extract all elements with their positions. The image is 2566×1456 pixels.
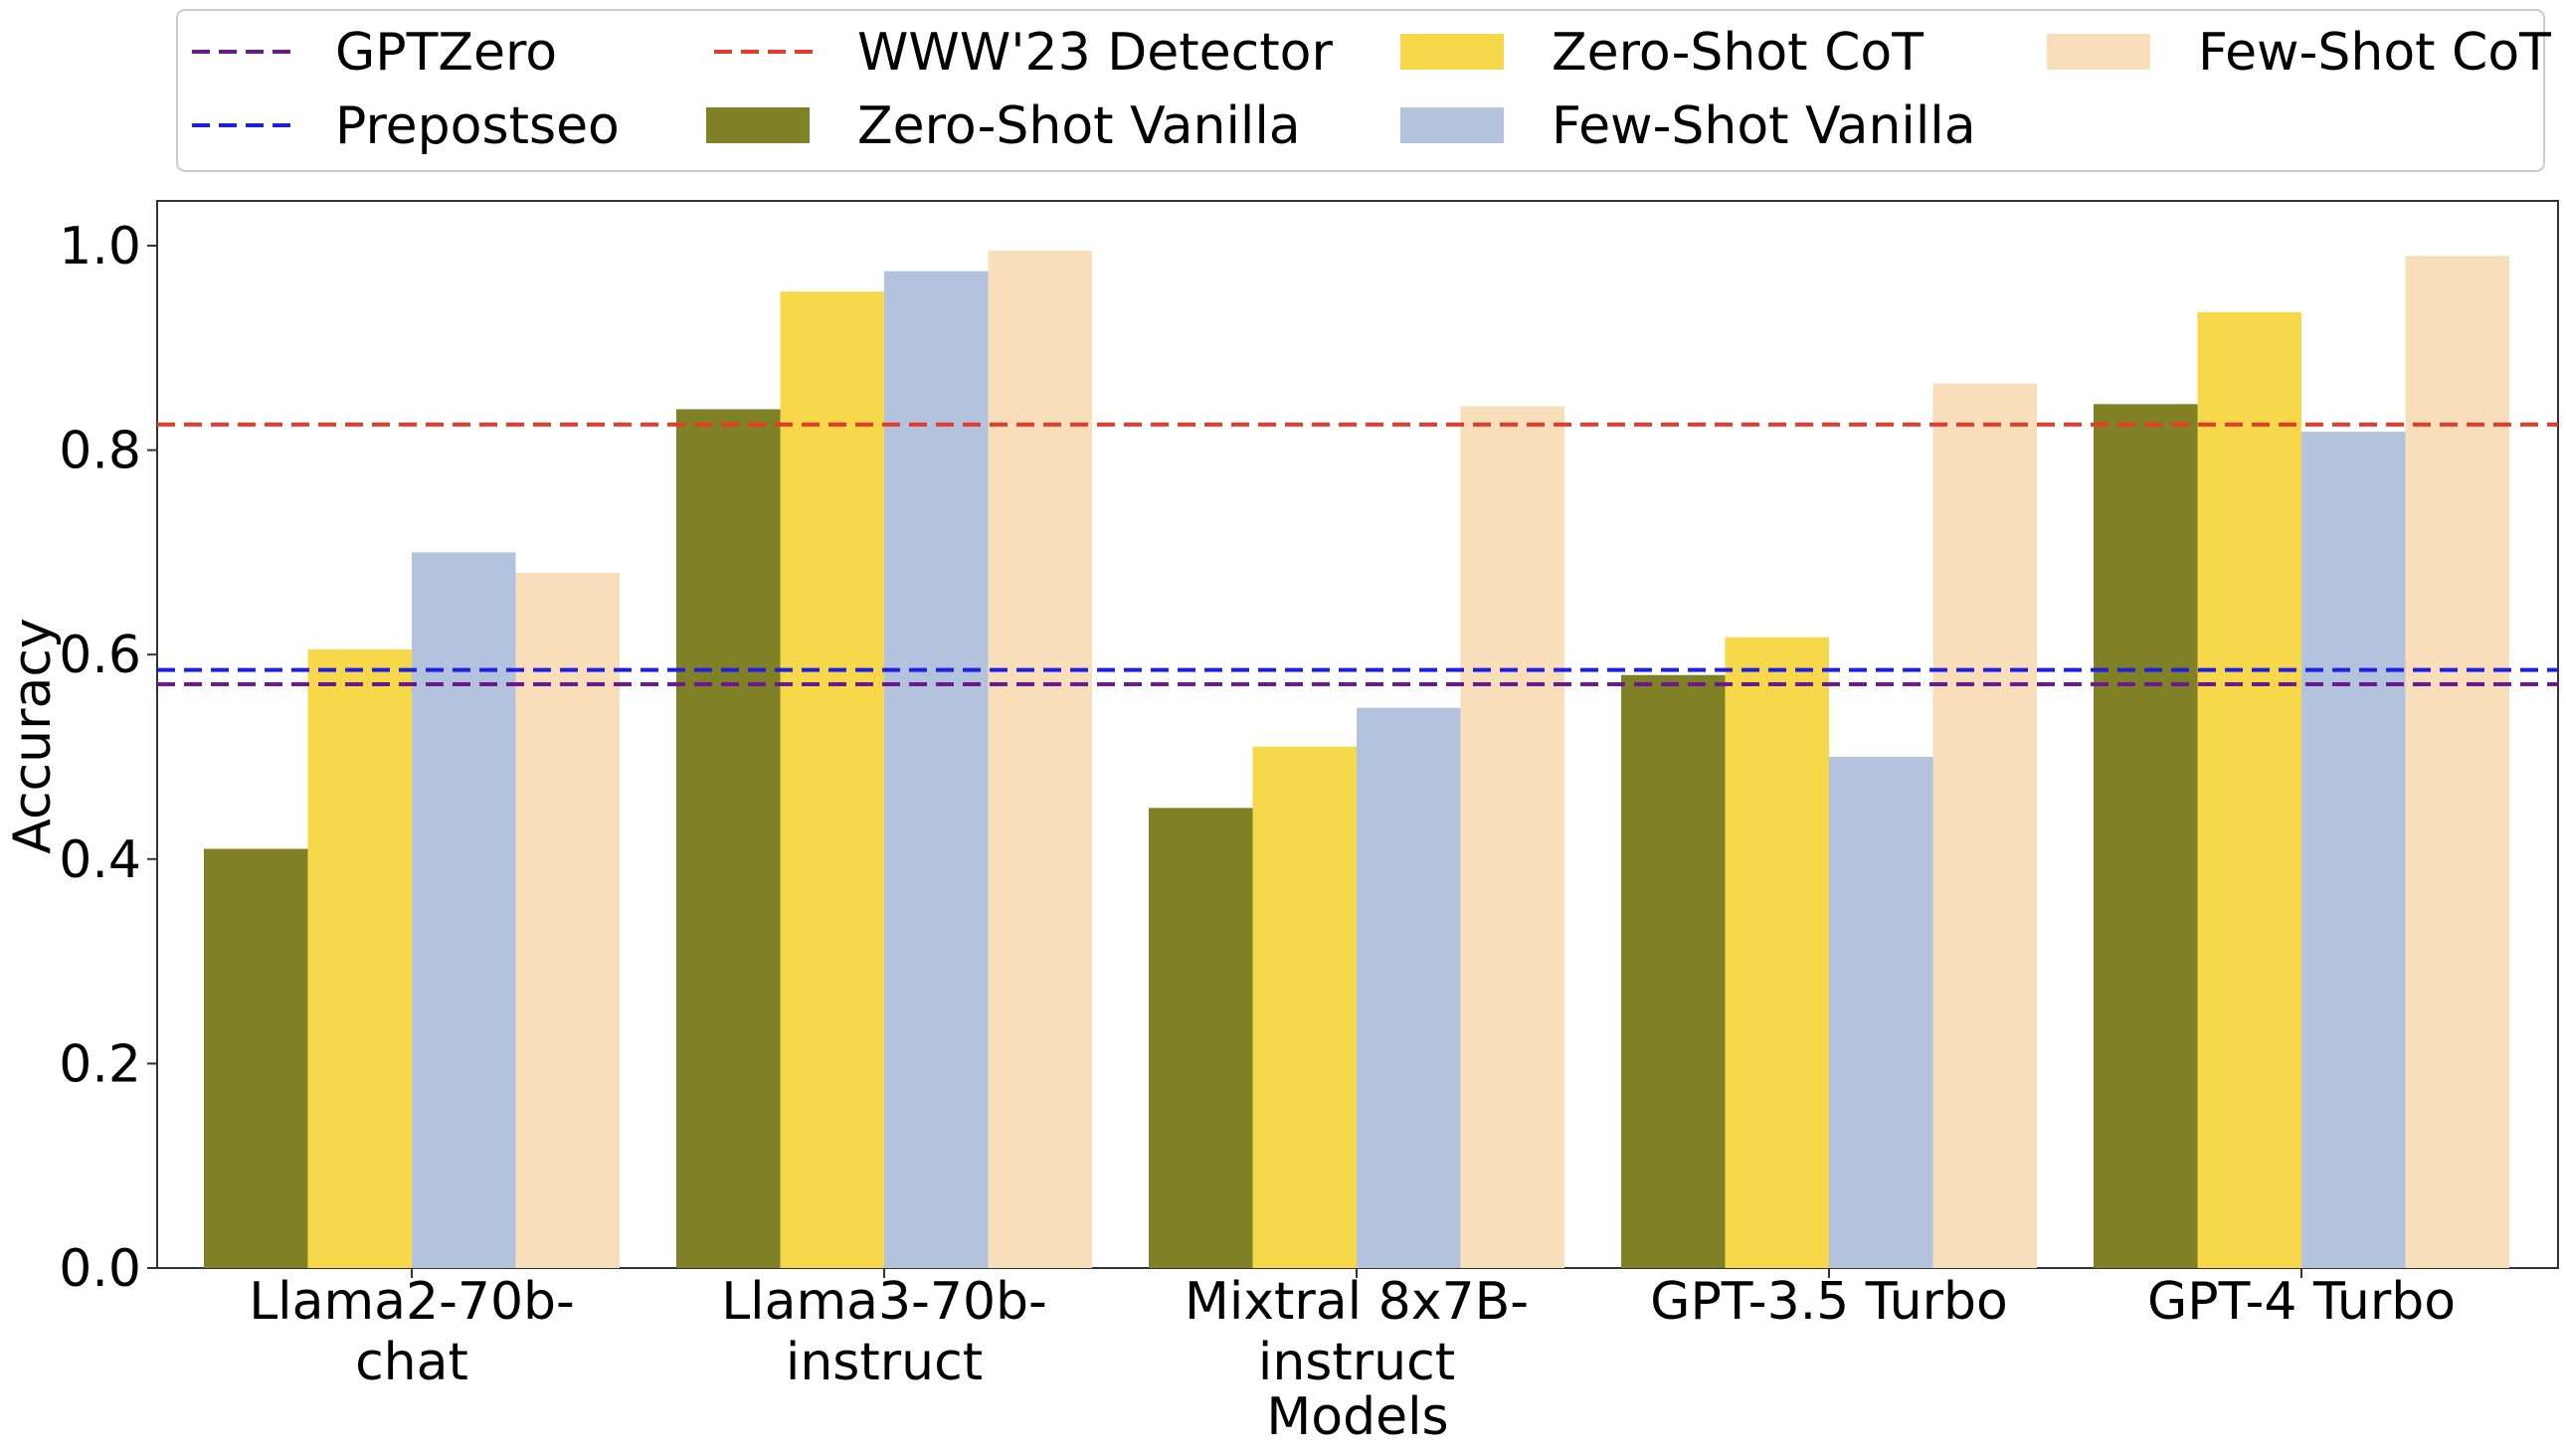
y-tick-label: 0.8 (59, 422, 141, 481)
x-tick-label: instruct (1258, 1333, 1455, 1392)
y-tick-label: 0.0 (59, 1239, 141, 1299)
y-tick-label: 0.4 (59, 830, 141, 890)
legend-swatch-zero-shot-cot (1400, 34, 1504, 70)
bar-zero-shot-cot-2 (1252, 746, 1357, 1268)
y-axis-label: Accuracy (3, 618, 63, 853)
plot-area: 0.0 0.2 0.4 0.6 0.8 1.0 Llama2-70b-chat Llama3… (59, 200, 2559, 1392)
bar-zero-shot-vanilla-2 (1149, 808, 1253, 1268)
legend-label-few-shot-cot: Few-Shot CoT (2198, 23, 2551, 83)
legend-swatch-few-shot-cot (2047, 34, 2150, 70)
bar-few-shot-vanilla-2 (1357, 707, 1461, 1268)
bar-few-shot-cot-4 (2405, 256, 2509, 1268)
bar-zero-shot-vanilla-3 (1621, 674, 1726, 1268)
bar-zero-shot-cot-3 (1725, 637, 1829, 1268)
y-axis: 0.0 0.2 0.4 0.6 0.8 1.0 (59, 217, 157, 1299)
bar-few-shot-vanilla-1 (884, 271, 989, 1268)
y-tick-label: 0.6 (59, 626, 141, 685)
reference-lines (157, 422, 2558, 687)
bars (204, 251, 2509, 1269)
x-tick-label: chat (355, 1333, 468, 1392)
bar-zero-shot-vanilla-4 (2094, 404, 2198, 1269)
legend: GPTZero WWW'23 Detector Zero-Shot CoT Few-S… (176, 9, 2551, 172)
x-tick-label: instruct (786, 1333, 983, 1392)
legend-label-gptzero: GPTZero (335, 23, 557, 83)
y-tick-label: 0.2 (59, 1034, 141, 1094)
legend-label-few-shot-vanilla: Few-Shot Vanilla (1552, 96, 1976, 156)
y-tick-label: 1.0 (59, 217, 141, 276)
legend-label-zero-shot-cot: Zero-Shot CoT (1552, 23, 1924, 83)
legend-label-prepostseo: Prepostseo (335, 96, 620, 156)
bar-zero-shot-cot-0 (307, 649, 412, 1268)
bar-few-shot-vanilla-4 (2301, 432, 2406, 1268)
x-tick-label: Mixtral 8x7B- (1185, 1272, 1529, 1332)
x-tick-label: Llama2-70b- (249, 1272, 575, 1332)
x-axis-label: Models (1266, 1387, 1448, 1447)
x-tick-label: GPT-3.5 Turbo (1650, 1272, 2008, 1332)
bar-few-shot-vanilla-0 (412, 552, 516, 1268)
bar-few-shot-cot-1 (988, 251, 1092, 1268)
bar-few-shot-cot-0 (515, 572, 620, 1268)
bar-zero-shot-vanilla-1 (676, 409, 781, 1269)
bar-zero-shot-cot-1 (780, 291, 884, 1268)
bar-zero-shot-cot-4 (2197, 311, 2301, 1268)
bar-zero-shot-vanilla-0 (204, 848, 308, 1268)
legend-label-www-23-detector: WWW'23 Detector (857, 23, 1333, 83)
legend-swatch-few-shot-vanilla (1400, 107, 1504, 143)
bar-few-shot-cot-2 (1460, 406, 1564, 1268)
bar-few-shot-vanilla-3 (1829, 757, 1933, 1268)
bar-few-shot-cot-3 (1932, 383, 2037, 1268)
x-tick-label: Llama3-70b- (721, 1272, 1047, 1332)
legend-label-zero-shot-vanilla: Zero-Shot Vanilla (857, 96, 1301, 156)
x-tick-label: GPT-4 Turbo (2147, 1272, 2456, 1332)
legend-swatch-zero-shot-vanilla (706, 107, 810, 143)
x-axis: Llama2-70b-chatLlama3-70b-instructMixtra… (249, 1268, 2456, 1392)
